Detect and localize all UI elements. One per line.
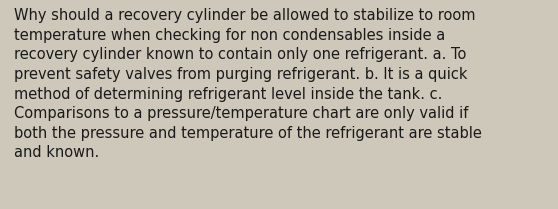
Text: Why should a recovery cylinder be allowed to stabilize to room
temperature when : Why should a recovery cylinder be allowe… — [14, 8, 482, 160]
